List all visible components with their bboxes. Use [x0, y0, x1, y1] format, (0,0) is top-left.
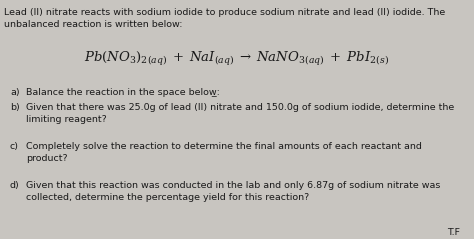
Text: $\mathit{Pb(NO_3)_2}_{(aq)}\;+\;\mathit{NaI}_{(aq)}\;\rightarrow\;\mathit{NaNO_3: $\mathit{Pb(NO_3)_2}_{(aq)}\;+\;\mathit{… [84, 50, 390, 68]
Text: T.F: T.F [447, 228, 460, 237]
Text: unbalanced reaction is written below:: unbalanced reaction is written below: [4, 20, 182, 29]
Text: d): d) [10, 181, 20, 190]
Text: c): c) [10, 142, 19, 151]
Text: a): a) [10, 88, 19, 97]
Text: Lead (II) nitrate reacts with sodium iodide to produce sodium nitrate and lead (: Lead (II) nitrate reacts with sodium iod… [4, 8, 445, 17]
Text: Balance the reaction in the space below̲:: Balance the reaction in the space below̲… [26, 88, 220, 97]
Text: b): b) [10, 103, 20, 112]
Text: product?: product? [26, 154, 68, 163]
Text: collected, determine the percentage yield for this reaction?: collected, determine the percentage yiel… [26, 193, 309, 202]
Text: Given that this reaction was conducted in the lab and only 6.87g of sodium nitra: Given that this reaction was conducted i… [26, 181, 440, 190]
Text: limiting reagent?: limiting reagent? [26, 115, 107, 124]
Text: Given that there was 25.0g of lead (II) nitrate and 150.0g of sodium iodide, det: Given that there was 25.0g of lead (II) … [26, 103, 454, 112]
Text: Completely solve the reaction to determine the final amounts of each reactant an: Completely solve the reaction to determi… [26, 142, 422, 151]
